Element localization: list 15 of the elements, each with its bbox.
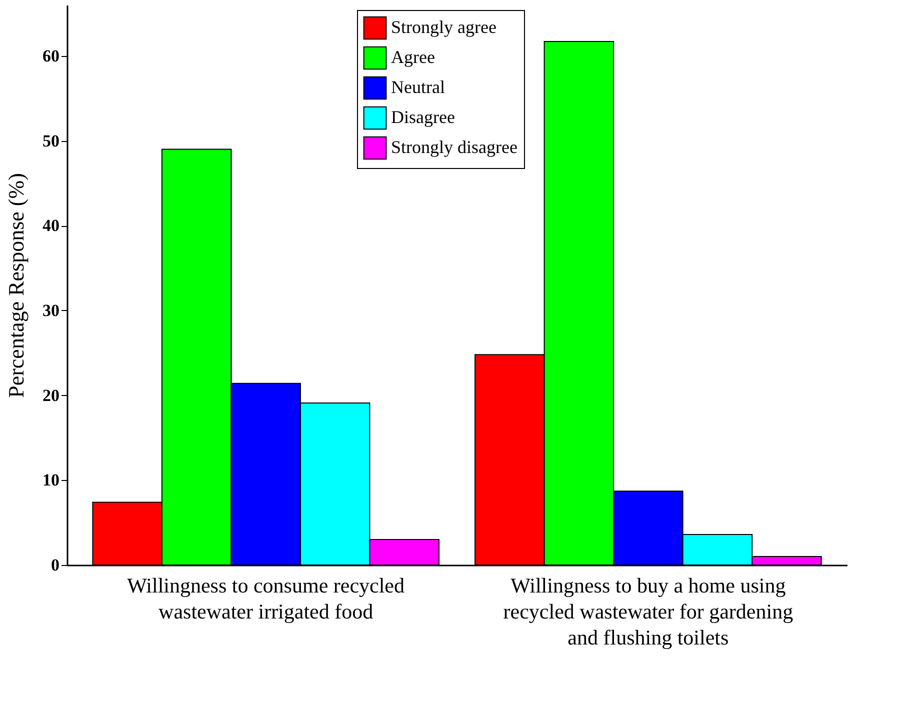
y-tick-label: 20 [42,386,60,405]
y-tick-label: 40 [42,216,60,236]
legend-label: Strongly disagree [391,137,518,157]
y-axis-title: Percentage Response (%) [4,173,28,398]
x-tick-label: Willingness to buy a home using recycled wastewater for gardening and flushing toilets [503,574,794,650]
legend-label: Neutral [391,77,445,97]
x-tick-label: Willingness to consume recycled wastewater irrigated food [127,574,405,624]
legend-label: Disagree [391,107,455,127]
legend-label: Agree [391,47,435,67]
y-tick-label: 30 [42,300,60,320]
y-tick-label: 10 [42,470,60,490]
legend-label: Strongly agree [391,17,496,37]
y-tick-label: 50 [42,131,60,150]
y-tick-label: 0 [51,556,60,574]
y-tick-label: 60 [42,46,60,66]
